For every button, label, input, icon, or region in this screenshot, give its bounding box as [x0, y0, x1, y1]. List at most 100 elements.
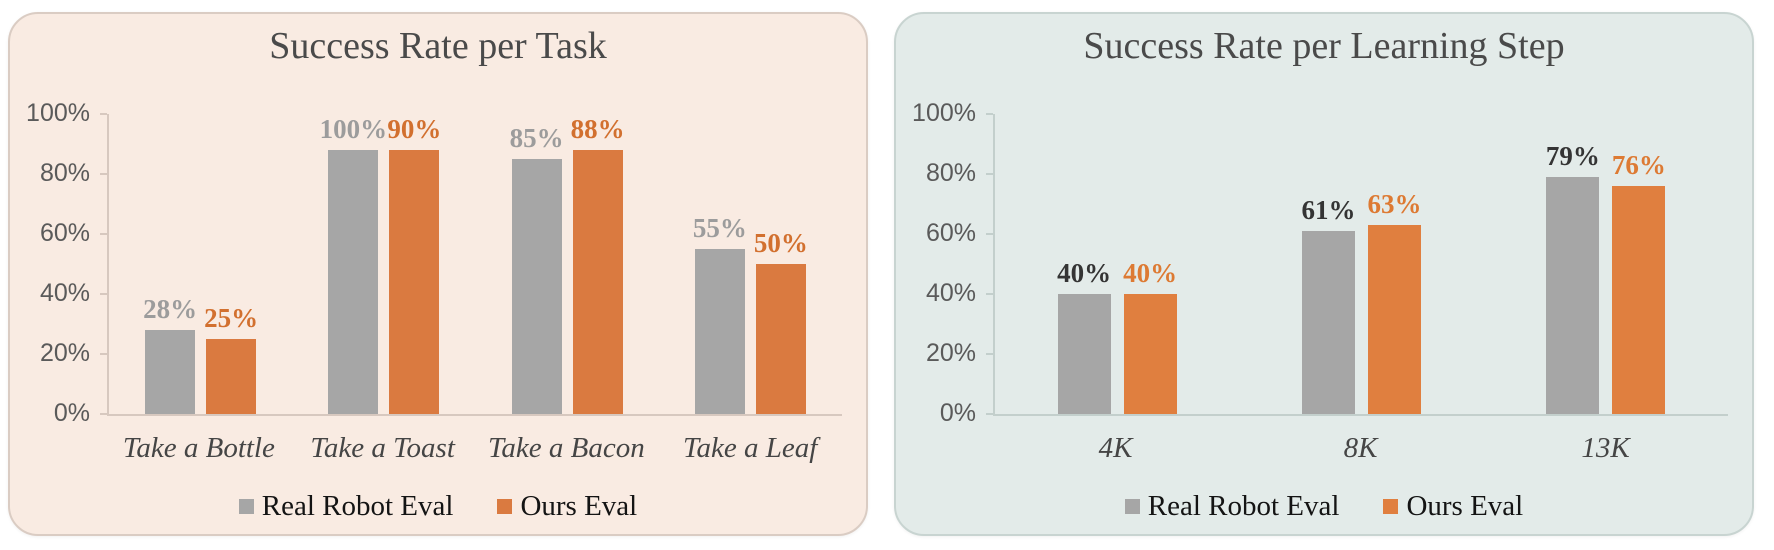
y-tick-mark — [986, 113, 993, 115]
bar-value-label: 50% — [753, 228, 808, 258]
x-category-label: Take a Leaf — [682, 432, 818, 464]
legend-swatch — [238, 499, 254, 514]
y-tick-label: 40% — [925, 278, 976, 307]
chart-panel-task: Success Rate per Task 0% 20% 40% 60% 80% 100%… — [8, 12, 868, 536]
bars-container: 28% 25% 100% 90% 85% 88% 55% 50% — [109, 114, 842, 414]
bar-value-label: 61% — [1301, 195, 1356, 225]
plot-area: 28% 25% 100% 90% 85% 88% 55% 50% — [107, 114, 842, 416]
bar-group: 100% 90% — [292, 114, 475, 414]
bar — [1612, 186, 1666, 414]
legend-label: Ours Eval — [520, 490, 638, 522]
legend-item: Real Robot Eval — [238, 490, 454, 523]
y-tick-label: 40% — [39, 278, 90, 307]
bar-value-label: 88% — [570, 114, 625, 144]
x-category-label: 8K — [1343, 432, 1378, 464]
legend-swatch — [497, 499, 513, 514]
bar-column: 55% — [692, 114, 747, 414]
plot-area: 40% 40% 61% 63% 79% 76% — [993, 114, 1728, 416]
bar-value-label: 28% — [143, 294, 198, 324]
legend-item: Ours Eval — [1383, 490, 1523, 523]
bar-group: 55% 50% — [659, 114, 842, 414]
bar — [389, 150, 440, 414]
bar — [1057, 294, 1111, 414]
x-category-label: Take a Bottle — [122, 432, 275, 464]
y-tick-label: 20% — [925, 338, 976, 367]
x-axis-labels: Take a Bottle Take a Toast Take a Bacon Tak… — [107, 430, 842, 466]
bar-value-label: 79% — [1545, 141, 1600, 171]
bar — [328, 150, 379, 414]
bar-column: 85% — [509, 114, 564, 414]
bar-column: 40% — [1123, 114, 1178, 414]
bar-value-label: 63% — [1367, 189, 1422, 219]
bar — [1301, 231, 1355, 414]
legend-label: Real Robot Eval — [261, 490, 454, 522]
bar-column: 40% — [1057, 114, 1112, 414]
bar-value-label: 25% — [204, 303, 259, 333]
bars-container: 40% 40% 61% 63% 79% 76% — [995, 114, 1728, 414]
bar-group: 61% 63% — [1239, 114, 1483, 414]
chart-title: Success Rate per Learning Step — [1083, 25, 1565, 67]
bar-group: 40% 40% — [995, 114, 1239, 414]
chart-title: Success Rate per Task — [269, 25, 607, 67]
y-tick-mark — [100, 353, 107, 355]
bar — [511, 159, 562, 414]
bar — [755, 264, 806, 414]
y-tick-label: 60% — [925, 218, 976, 247]
y-tick-mark — [100, 173, 107, 175]
bar-column: 50% — [753, 114, 808, 414]
bar — [572, 150, 623, 414]
y-tick-mark — [100, 293, 107, 295]
bar-value-label: 100% — [319, 114, 388, 144]
y-tick-label: 0% — [53, 398, 90, 427]
bar-value-label: 90% — [387, 114, 442, 144]
bar-group: 79% 76% — [1484, 114, 1728, 414]
bar — [145, 330, 196, 414]
bar — [206, 339, 257, 414]
bar-value-label: 76% — [1611, 150, 1666, 180]
bar-value-label: 40% — [1057, 258, 1112, 288]
legend-label: Real Robot Eval — [1147, 490, 1340, 522]
legend: Real Robot Eval Ours Eval — [10, 490, 866, 523]
bar-column: 88% — [570, 114, 625, 414]
y-tick-label: 100% — [912, 98, 976, 127]
bar-value-label: 55% — [692, 213, 747, 243]
bar-value-label: 40% — [1123, 258, 1178, 288]
bar — [1123, 294, 1177, 414]
x-category-label: Take a Bacon — [487, 432, 645, 464]
legend-label: Ours Eval — [1406, 490, 1524, 522]
y-tick-label: 60% — [39, 218, 90, 247]
y-tick-mark — [986, 173, 993, 175]
y-tick-label: 100% — [26, 98, 90, 127]
x-category-label: Take a Toast — [310, 432, 455, 464]
legend-item: Real Robot Eval — [1124, 490, 1340, 523]
bar-value-label: 85% — [509, 123, 564, 153]
bar-column: 76% — [1611, 114, 1666, 414]
legend-swatch — [1124, 499, 1140, 514]
y-tick-mark — [100, 233, 107, 235]
y-tick-label: 80% — [39, 158, 90, 187]
bar — [1546, 177, 1600, 414]
legend: Real Robot Eval Ours Eval — [896, 490, 1752, 523]
bar-group: 85% 88% — [476, 114, 659, 414]
bar-column: 25% — [204, 114, 259, 414]
bar-column: 61% — [1301, 114, 1356, 414]
legend-swatch — [1383, 499, 1399, 514]
bar-group: 28% 25% — [109, 114, 292, 414]
bar-column: 100% — [320, 114, 387, 414]
y-tick-label: 20% — [39, 338, 90, 367]
y-tick-mark — [100, 413, 107, 415]
y-tick-mark — [100, 113, 107, 115]
bar-column: 28% — [143, 114, 198, 414]
y-tick-label: 0% — [939, 398, 976, 427]
x-category-label: 13K — [1581, 432, 1630, 464]
y-tick-mark — [986, 233, 993, 235]
y-tick-mark — [986, 293, 993, 295]
bar-column: 63% — [1367, 114, 1422, 414]
chart-panel-learning-step: Success Rate per Learning Step 0% 20% 40% 6… — [894, 12, 1754, 536]
y-tick-mark — [986, 413, 993, 415]
legend-item: Ours Eval — [497, 490, 637, 523]
bar-column: 79% — [1545, 114, 1600, 414]
bar — [694, 249, 745, 414]
y-tick-label: 80% — [925, 158, 976, 187]
